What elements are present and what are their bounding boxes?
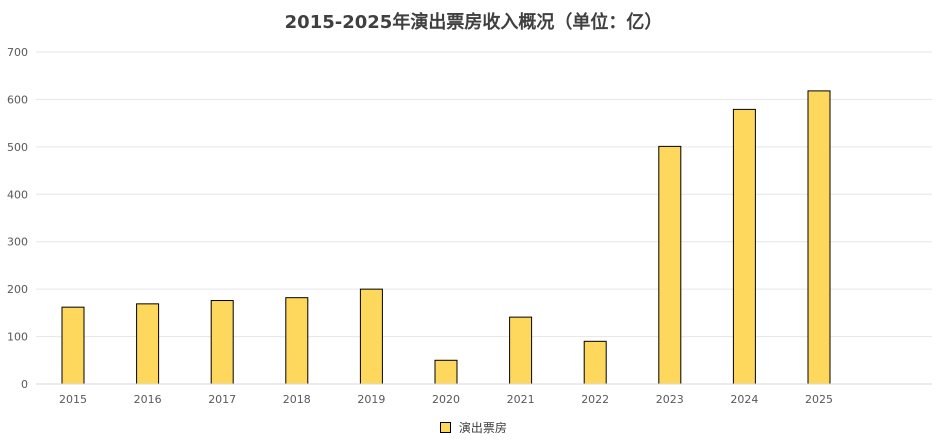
y-tick-label: 300	[7, 236, 28, 249]
bar-2019	[359, 288, 383, 385]
x-tick-label: 2024	[730, 393, 758, 406]
bar-2022	[583, 340, 607, 385]
x-tick-label: 2025	[805, 393, 833, 406]
bar-2024	[732, 108, 756, 385]
y-tick-label: 600	[7, 93, 28, 106]
bar-2017	[210, 300, 234, 385]
y-tick-label: 200	[7, 283, 28, 296]
x-tick-label: 2022	[581, 393, 609, 406]
legend: 演出票房	[0, 419, 947, 436]
x-tick-label: 2023	[656, 393, 684, 406]
x-tick-label: 2015	[59, 393, 87, 406]
x-tick-label: 2016	[134, 393, 162, 406]
x-tick-label: 2020	[432, 393, 460, 406]
bar-2020	[434, 359, 458, 385]
x-tick-label: 2017	[208, 393, 236, 406]
x-axis-tick-labels: 2015 2016 2017 2018 2019 2020 2021 2022 2023 2024…	[59, 393, 833, 406]
y-axis-tick-labels: 0 100 200 300 400 500 600 700	[7, 46, 28, 391]
legend-label: 演出票房	[458, 421, 507, 435]
bars	[61, 90, 831, 385]
y-tick-label: 500	[7, 141, 28, 154]
x-tick-label: 2021	[507, 393, 535, 406]
bar-2015	[61, 306, 85, 385]
x-tick-label: 2018	[283, 393, 311, 406]
bar-2025	[807, 90, 831, 385]
y-tick-label: 700	[7, 46, 28, 59]
chart-title: 2015-2025年演出票房收入概况（单位：亿）	[284, 12, 663, 33]
y-tick-label: 0	[21, 378, 28, 391]
y-tick-label: 400	[7, 188, 28, 201]
y-tick-label: 100	[7, 331, 28, 344]
legend-swatch	[440, 422, 452, 433]
bar-2021	[509, 316, 533, 385]
bar-2016	[136, 303, 160, 385]
x-tick-label: 2019	[357, 393, 385, 406]
bar-2018	[285, 297, 309, 385]
bar-2023	[658, 145, 682, 385]
gridlines	[36, 51, 932, 338]
